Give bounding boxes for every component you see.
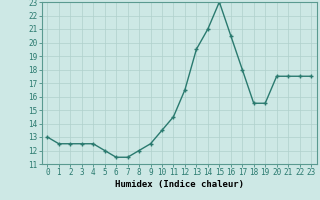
X-axis label: Humidex (Indice chaleur): Humidex (Indice chaleur) [115, 180, 244, 189]
